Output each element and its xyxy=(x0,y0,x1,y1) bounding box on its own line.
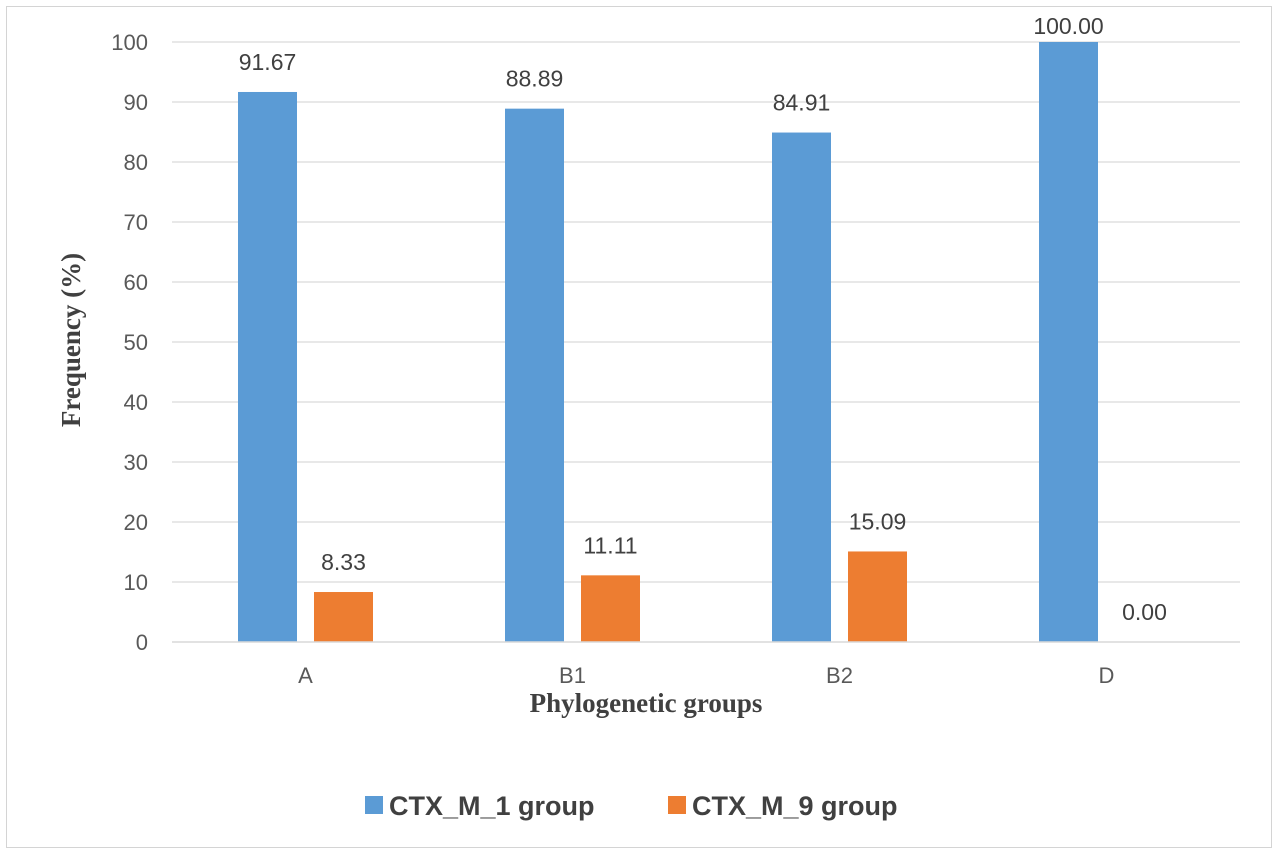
x-axis-title: Phylogenetic groups xyxy=(530,688,763,718)
x-tick-label: B1 xyxy=(559,663,586,688)
y-tick-label: 80 xyxy=(124,150,148,175)
data-labels: 91.67 8.33 88.89 11.11 84.91 15.09 100.00 0.00 xyxy=(239,13,1167,625)
data-label: 0.00 xyxy=(1122,599,1167,625)
y-tick-label: 40 xyxy=(124,390,148,415)
legend-label-ctx-m-9: CTX_M_9 group xyxy=(692,791,898,821)
bar-ctx-m-9-group-b2 xyxy=(848,551,907,642)
bar-ctx-m-1-group-d xyxy=(1039,42,1098,642)
bar-ctx-m-9-group-a xyxy=(314,592,373,642)
y-tick-label: 30 xyxy=(124,450,148,475)
data-label: 15.09 xyxy=(849,508,907,534)
bar-ctx-m-1-group-a xyxy=(238,91,297,643)
y-tick-label: 10 xyxy=(124,570,148,595)
y-tick-label: 50 xyxy=(124,330,148,355)
y-tick-label: 100 xyxy=(111,30,148,55)
x-tick-label: A xyxy=(298,663,313,688)
data-label: 84.91 xyxy=(773,90,831,116)
data-label: 88.89 xyxy=(506,66,564,92)
legend: CTX_M_1 group CTX_M_9 group xyxy=(365,791,898,821)
y-tick-label: 60 xyxy=(124,270,148,295)
data-label: 91.67 xyxy=(239,49,297,75)
bar-ctx-m-1-group-b2 xyxy=(772,132,831,643)
bars xyxy=(238,42,1098,643)
legend-swatch-ctx-m-9 xyxy=(668,796,686,814)
y-tick-label: 0 xyxy=(136,630,148,655)
bar-ctx-m-9-group-b1 xyxy=(581,575,640,642)
legend-label-ctx-m-1: CTX_M_1 group xyxy=(389,791,595,821)
x-tick-label: B2 xyxy=(826,663,853,688)
data-label: 11.11 xyxy=(583,532,637,558)
y-tick-label: 20 xyxy=(124,510,148,535)
y-axis-title: Frequency (%) xyxy=(56,253,86,427)
bar-ctx-m-1-group-b1 xyxy=(505,108,564,642)
y-tick-label: 90 xyxy=(124,90,148,115)
x-tick-label: D xyxy=(1099,663,1115,688)
y-axis-ticks: 0 10 20 30 40 50 60 70 80 90 100 xyxy=(111,30,148,655)
legend-swatch-ctx-m-1 xyxy=(365,796,383,814)
x-axis-ticks: A B1 B2 D xyxy=(298,663,1114,688)
data-label: 8.33 xyxy=(321,549,366,575)
y-tick-label: 70 xyxy=(124,210,148,235)
data-label: 100.00 xyxy=(1033,13,1103,39)
